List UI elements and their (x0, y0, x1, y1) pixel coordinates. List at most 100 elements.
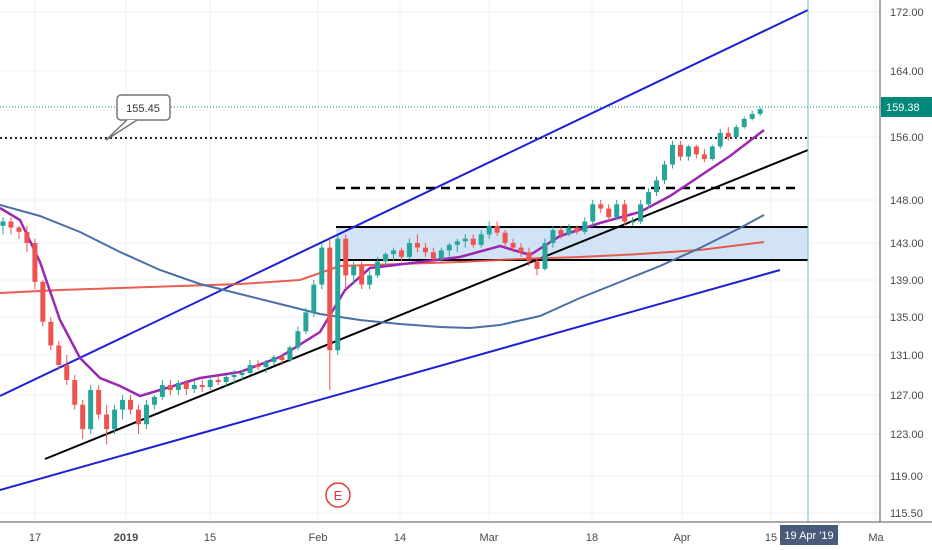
candle-body (128, 399, 134, 410)
event-marker[interactable]: E (325, 482, 351, 508)
candle (566, 224, 572, 237)
candle-body (582, 221, 588, 232)
candle (646, 188, 652, 209)
candle (757, 107, 763, 117)
event-marker-circle (325, 482, 351, 508)
candle (0, 217, 6, 235)
candle (654, 176, 660, 197)
candle-body (669, 144, 675, 165)
price-axis-labels: 172.00 164.00 156.00 148.00 143.00 139.00 135.… (890, 7, 924, 520)
candle (128, 395, 134, 415)
time-axis[interactable]: 17 2019 15 Feb 14 Mar 18 Apr 15 Ma 19 Apr '19 (0, 521, 932, 545)
candle (630, 217, 636, 226)
candle-body (574, 227, 580, 232)
price-tick-label: 164.00 (890, 66, 924, 78)
price-tick-label: 156.00 (890, 132, 924, 144)
candle (399, 247, 404, 262)
candle (335, 236, 341, 355)
candle-body (510, 243, 516, 248)
candle-body (311, 284, 317, 313)
candle-body (654, 180, 660, 193)
candle (383, 252, 389, 267)
candle (669, 140, 675, 169)
candle-body (566, 227, 572, 235)
candle (741, 116, 747, 129)
candle (175, 380, 181, 395)
time-tick-label: 2019 (114, 532, 138, 544)
time-tick-label: 14 (394, 532, 406, 544)
candle (733, 124, 739, 139)
candle-body (96, 390, 102, 415)
candle (183, 380, 189, 395)
candles (0, 107, 763, 445)
candle (48, 317, 54, 351)
candle-body (438, 250, 444, 259)
candle (725, 127, 731, 141)
candle-body (646, 192, 652, 205)
candle (135, 404, 141, 434)
candle-body (48, 321, 54, 346)
candle (159, 380, 165, 400)
candle-body (630, 221, 636, 223)
crosshair-date-badge (780, 525, 838, 545)
candle (422, 243, 428, 257)
candle-body (701, 154, 707, 160)
candle-body (717, 132, 723, 147)
candle-body (367, 275, 373, 285)
candle (351, 261, 357, 285)
candle-body (135, 409, 141, 425)
candle (295, 326, 301, 351)
candle-body (462, 238, 468, 242)
candle-body (677, 144, 683, 157)
candle (199, 380, 205, 392)
candle-body (183, 383, 189, 389)
upper-channel-line (0, 9, 809, 397)
candle-body (40, 281, 46, 322)
price-axis[interactable]: 172.00 164.00 156.00 148.00 143.00 139.00 135.… (879, 0, 932, 522)
candle-body (335, 238, 341, 351)
candle-body (685, 146, 691, 157)
candle (454, 238, 460, 253)
price-callout[interactable]: 155.45 (105, 94, 171, 141)
candle (662, 160, 668, 185)
moving-average-long (0, 241, 765, 294)
candle (701, 148, 707, 163)
candle (80, 399, 86, 440)
candle-body (454, 241, 460, 245)
candle (558, 225, 564, 239)
candle (167, 380, 173, 395)
candle (510, 238, 516, 253)
candle (518, 243, 524, 257)
candle-body (733, 127, 739, 137)
time-tick-label: 15 (765, 532, 777, 544)
candle-body (279, 357, 285, 360)
candle-body (72, 380, 78, 405)
candle (279, 355, 285, 365)
candle-body (199, 385, 205, 387)
candle (40, 280, 46, 327)
candle (263, 360, 269, 373)
candle (574, 225, 580, 235)
candle-body (741, 118, 747, 128)
candle-body (255, 365, 261, 367)
candle-body (343, 238, 349, 276)
candle (470, 234, 476, 248)
candle-body (159, 385, 165, 397)
candle (247, 360, 253, 375)
candle (16, 225, 22, 239)
candle (231, 370, 237, 383)
last-price-label: 159.38 (886, 102, 920, 114)
candle (622, 200, 628, 226)
candle (367, 270, 373, 290)
last-price-badge (881, 97, 932, 117)
candle-body (709, 146, 715, 160)
candle (717, 128, 723, 149)
candle-body (478, 234, 484, 245)
candle-body (486, 225, 492, 235)
candle-body (327, 247, 333, 351)
candle-body (518, 247, 524, 253)
candle-body (606, 208, 612, 218)
candle (749, 110, 755, 121)
candle (215, 375, 221, 385)
